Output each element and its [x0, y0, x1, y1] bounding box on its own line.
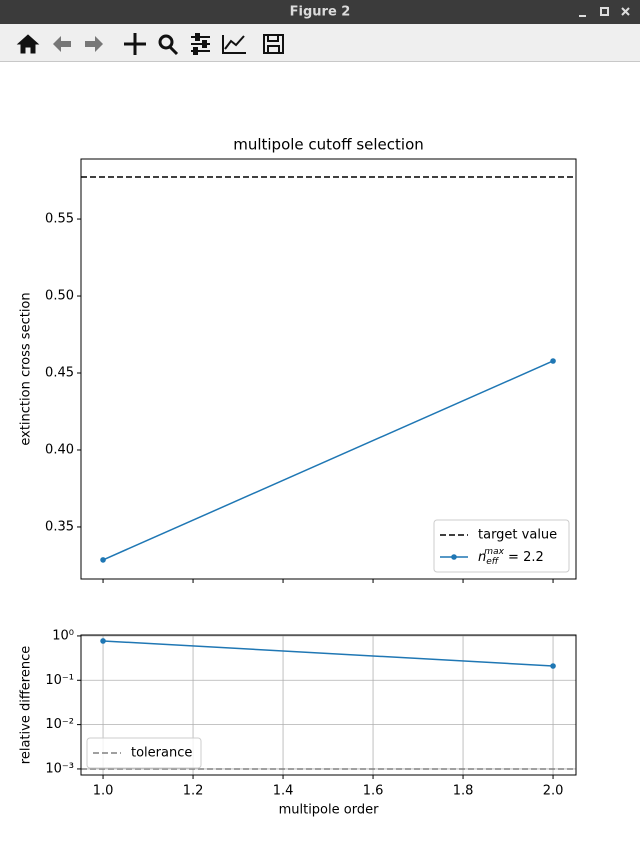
legend-label: neffmax = 2.2: [478, 547, 544, 567]
configure-button[interactable]: [191, 33, 210, 55]
y-axis-label: extinction cross section: [19, 292, 34, 445]
x-tick-label: 1.2: [183, 784, 204, 799]
y-tick-label: 0.40: [45, 442, 74, 457]
chart-title: multipole cutoff selection: [233, 136, 424, 154]
y-tick-label: 0.55: [45, 212, 74, 227]
y-tick-label: 0.35: [45, 519, 74, 534]
toolbar-icons[interactable]: [16, 33, 284, 56]
forward-button[interactable]: [85, 36, 103, 52]
back-button[interactable]: [53, 36, 71, 52]
pan-button[interactable]: [124, 33, 146, 55]
data-point: [550, 663, 556, 669]
y-tick-label: 0.45: [45, 366, 74, 381]
edit-axes-button[interactable]: [222, 35, 246, 54]
legend-marker: [451, 554, 457, 560]
y-tick-label: 10⁻¹: [45, 673, 74, 688]
x-tick-label: 1.8: [453, 784, 474, 799]
data-point: [550, 358, 556, 364]
data-line: [103, 640, 554, 667]
legend: tolerance: [86, 737, 202, 769]
legend: target value neffmax = 2.2: [433, 519, 570, 573]
axes-frame: [80, 634, 577, 776]
legend-label: target value: [478, 528, 557, 543]
data-point: [100, 638, 106, 644]
y-tick-label: 0.50: [45, 289, 74, 304]
toolbar: [0, 24, 640, 62]
x-tick-label: 1.0: [93, 784, 114, 799]
window-title: Figure 2: [290, 5, 351, 20]
title-bar: [0, 0, 640, 24]
legend-box: [86, 737, 202, 769]
x-tick-label: 2.0: [543, 784, 564, 799]
y-tick-label: 10⁻²: [45, 717, 74, 732]
save-button[interactable]: [263, 34, 284, 54]
x-tick-label: 1.4: [273, 784, 294, 799]
x-axis-label: multipole order: [279, 803, 379, 818]
axes-frame: [80, 158, 577, 580]
legend-label: tolerance: [131, 746, 192, 761]
y-tick-label: 10⁻³: [45, 761, 74, 776]
data-point: [100, 557, 106, 563]
y-axis-label: relative difference: [19, 646, 34, 764]
data-line: [102, 360, 554, 561]
x-tick-label: 1.6: [363, 784, 384, 799]
home-button[interactable]: [16, 34, 40, 54]
y-tick-label: 10⁰: [52, 628, 74, 643]
zoom-button[interactable]: [158, 34, 179, 56]
legend-box: [433, 519, 570, 573]
figure: multipole cutoff selection 0.35 0.40 0.45 0.…: [19, 136, 577, 818]
window-controls[interactable]: [579, 7, 630, 17]
